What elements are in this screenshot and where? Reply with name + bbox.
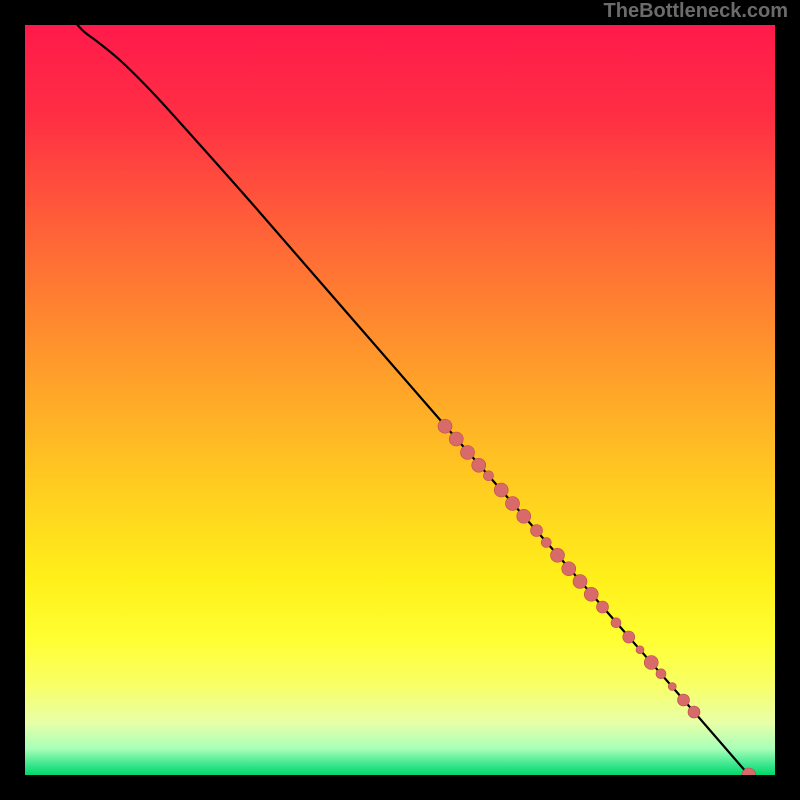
data-marker xyxy=(517,509,531,523)
data-marker xyxy=(644,656,658,670)
chart-plot-area xyxy=(25,25,775,775)
data-marker xyxy=(461,446,475,460)
data-marker xyxy=(668,683,676,691)
data-marker xyxy=(541,538,551,548)
data-marker xyxy=(611,618,621,628)
data-marker xyxy=(597,601,609,613)
data-marker xyxy=(678,694,690,706)
data-marker xyxy=(449,432,463,446)
data-marker xyxy=(623,631,635,643)
data-marker xyxy=(438,419,452,433)
data-marker xyxy=(484,471,494,481)
data-marker xyxy=(562,562,576,576)
attribution-text: TheBottleneck.com xyxy=(604,0,788,23)
data-marker xyxy=(551,548,565,562)
data-marker xyxy=(636,646,644,654)
data-marker xyxy=(584,587,598,601)
data-marker xyxy=(494,483,508,497)
data-marker xyxy=(472,458,486,472)
gradient-background xyxy=(25,25,775,775)
data-marker xyxy=(656,669,666,679)
data-marker xyxy=(531,525,543,537)
data-marker xyxy=(573,575,587,589)
data-marker xyxy=(688,706,700,718)
data-marker xyxy=(506,497,520,511)
